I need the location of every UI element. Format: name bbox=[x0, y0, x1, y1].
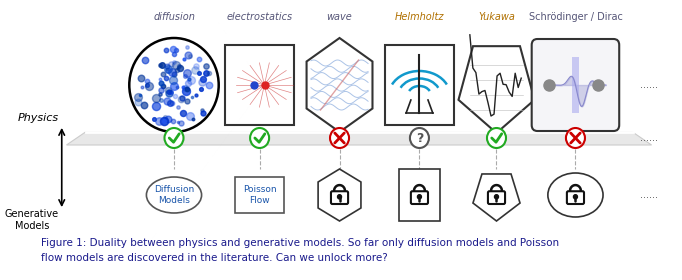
Circle shape bbox=[330, 128, 349, 148]
Text: Generative
Models: Generative Models bbox=[5, 209, 59, 231]
FancyBboxPatch shape bbox=[411, 191, 428, 204]
Text: ?: ? bbox=[416, 132, 423, 144]
Circle shape bbox=[494, 195, 499, 199]
Text: Physics: Physics bbox=[18, 113, 59, 123]
Text: Poisson
Flow: Poisson Flow bbox=[243, 185, 276, 205]
FancyBboxPatch shape bbox=[398, 169, 441, 221]
FancyBboxPatch shape bbox=[385, 45, 454, 125]
FancyBboxPatch shape bbox=[572, 57, 579, 113]
Text: Schrödinger / Dirac: Schrödinger / Dirac bbox=[529, 12, 623, 22]
FancyBboxPatch shape bbox=[331, 191, 348, 204]
Text: ......: ...... bbox=[640, 80, 658, 90]
Ellipse shape bbox=[147, 177, 202, 213]
Text: electrostatics: electrostatics bbox=[226, 12, 293, 22]
Circle shape bbox=[164, 128, 183, 148]
FancyBboxPatch shape bbox=[225, 45, 294, 125]
Polygon shape bbox=[318, 169, 361, 221]
FancyBboxPatch shape bbox=[567, 191, 584, 204]
Ellipse shape bbox=[548, 173, 603, 217]
Circle shape bbox=[250, 128, 269, 148]
Text: Helmholtz: Helmholtz bbox=[395, 12, 444, 22]
FancyBboxPatch shape bbox=[235, 177, 284, 213]
Text: ......: ...... bbox=[640, 133, 658, 143]
Text: wave: wave bbox=[327, 12, 353, 22]
FancyBboxPatch shape bbox=[488, 191, 505, 204]
Circle shape bbox=[130, 38, 219, 132]
Text: diffusion: diffusion bbox=[153, 12, 195, 22]
Polygon shape bbox=[67, 132, 651, 145]
Text: ......: ...... bbox=[640, 190, 658, 200]
Circle shape bbox=[574, 195, 578, 199]
FancyBboxPatch shape bbox=[532, 39, 619, 131]
Polygon shape bbox=[458, 46, 535, 133]
Polygon shape bbox=[307, 38, 372, 132]
Circle shape bbox=[487, 128, 506, 148]
Text: Figure 1: Duality between physics and generative models. So far only diffusion m: Figure 1: Duality between physics and ge… bbox=[41, 238, 559, 263]
Circle shape bbox=[410, 128, 429, 148]
Circle shape bbox=[338, 195, 342, 199]
Text: Diffusion
Models: Diffusion Models bbox=[154, 185, 194, 205]
Circle shape bbox=[566, 128, 585, 148]
Circle shape bbox=[417, 195, 421, 199]
Polygon shape bbox=[473, 174, 520, 221]
Text: Yukawa: Yukawa bbox=[478, 12, 515, 22]
